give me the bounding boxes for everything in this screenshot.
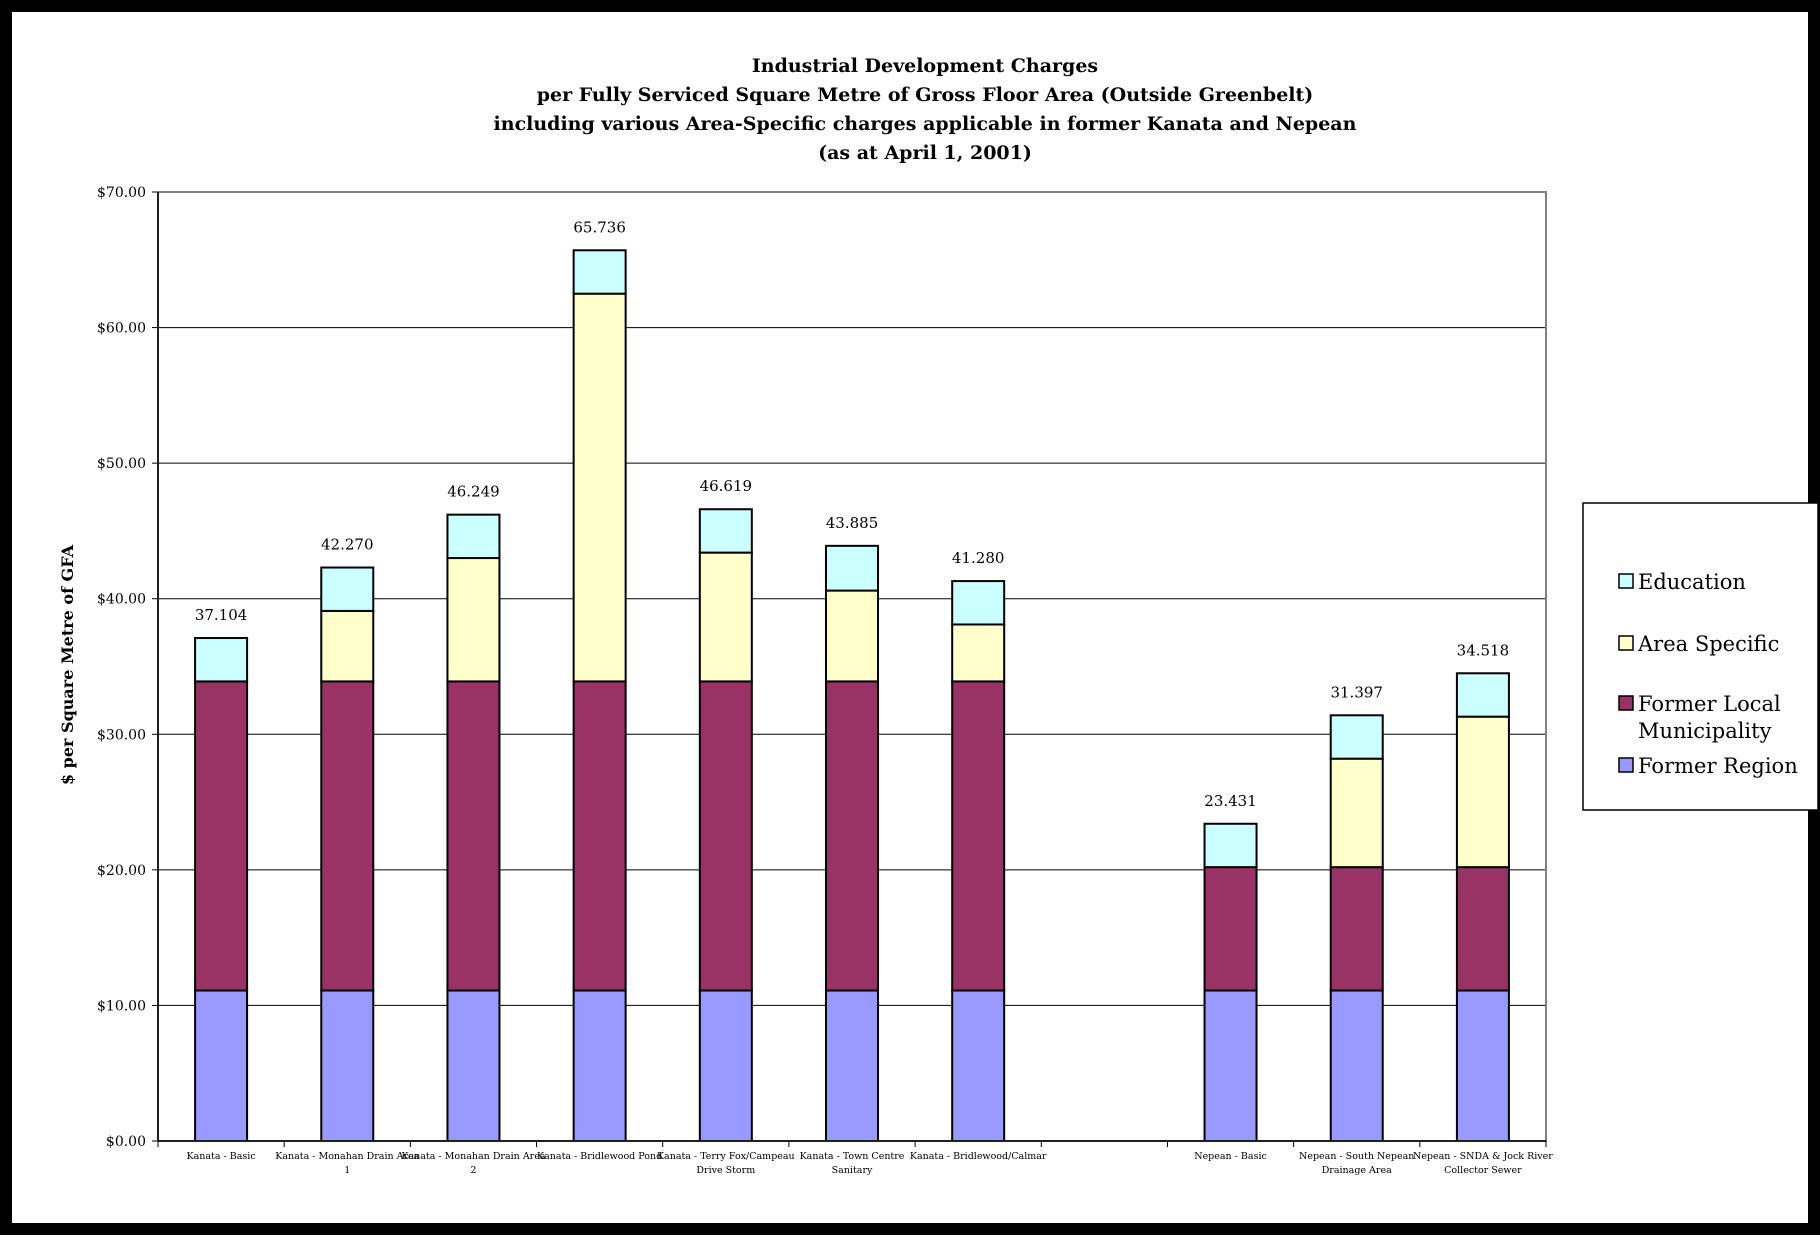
- x-category-label: Drive Storm: [696, 1165, 755, 1176]
- legend-label: Former Local: [1638, 692, 1781, 716]
- chart-title-line: including various Area-Specific charges …: [494, 113, 1357, 135]
- x-axis-category-labels: Kanata - Basic Kanata - Monahan Drain Are…: [187, 1151, 1554, 1176]
- bar-segment-former-local-municipality: [1329, 866, 1384, 992]
- chart-title-line: (as at April 1, 2001): [818, 142, 1032, 164]
- bar-total-label: 41.280: [952, 549, 1005, 567]
- x-category-label: Kanata - Monahan Drain Area: [401, 1151, 545, 1162]
- bar-segment-education: [698, 508, 753, 554]
- bar-segment-former-local-municipality: [446, 680, 501, 992]
- chart-title: Industrial Development Charges per Fully …: [494, 55, 1357, 164]
- x-category-label: Nepean - South Nepean: [1299, 1151, 1414, 1162]
- bar-segment-former-region: [1455, 989, 1510, 1142]
- bar-total-label: 37.104: [195, 606, 248, 624]
- bar-segment-education: [1203, 822, 1258, 869]
- bar-total-label: 42.270: [321, 536, 374, 554]
- bar-total-label: 43.885: [826, 514, 879, 532]
- bar-segment-former-local-municipality: [572, 680, 627, 992]
- bar-segment-area-specific: [572, 292, 627, 683]
- bar-total-label: 65.736: [573, 218, 626, 236]
- bar-segment-education: [194, 637, 249, 683]
- y-axis-ticks: $0.00 $10.00 $20.00 $30.00 $40.00 $50.00 $60.0…: [97, 185, 158, 1150]
- bar-segment-education: [1329, 714, 1384, 760]
- bar-segment-education: [320, 566, 375, 612]
- x-category-label: Kanata - Terry Fox/Campeau: [657, 1151, 795, 1162]
- legend-label: Area Specific: [1637, 632, 1779, 656]
- bar-segment-area-specific: [698, 551, 753, 683]
- stacked-bar-chart: Industrial Development Charges per Fully …: [58, 55, 1819, 1176]
- bar-segment-former-local-municipality: [698, 680, 753, 992]
- bar-segment-education: [951, 580, 1006, 626]
- x-category-label: 2: [470, 1165, 476, 1176]
- y-tick-label: $70.00: [97, 185, 146, 201]
- bar-segment-area-specific: [1455, 715, 1510, 869]
- bar-total-label: 46.619: [700, 477, 753, 495]
- legend-label: Former Region: [1638, 754, 1798, 778]
- bar-segment-former-local-municipality: [1203, 866, 1258, 992]
- bar-segment-area-specific: [1329, 757, 1384, 869]
- bar-segment-former-region: [320, 989, 375, 1142]
- x-category-label: Kanata - Town Centre: [800, 1151, 905, 1162]
- bar-segment-area-specific: [446, 557, 501, 683]
- bar-segment-former-local-municipality: [825, 680, 879, 992]
- y-tick-label: $50.00: [97, 456, 146, 472]
- x-category-label: 1: [344, 1165, 350, 1176]
- x-category-label: Nepean - Basic: [1194, 1151, 1267, 1162]
- y-axis-label: $ per Square Metre of GFA: [58, 544, 77, 785]
- x-category-label: Kanata - Bridlewood Pond: [537, 1151, 662, 1162]
- y-tick-label: $10.00: [97, 998, 146, 1014]
- bar-segment-former-region: [446, 989, 501, 1142]
- x-category-label: Nepean - SNDA & Jock River: [1413, 1151, 1553, 1162]
- bar-segment-former-local-municipality: [320, 680, 375, 992]
- x-category-label: Drainage Area: [1322, 1165, 1392, 1176]
- bar-segment-former-local-municipality: [951, 680, 1006, 992]
- bars: [194, 249, 1510, 1142]
- bar-segment-education: [1455, 672, 1510, 718]
- bar-segment-area-specific: [320, 609, 375, 683]
- bar-segment-former-region: [951, 989, 1006, 1142]
- legend-swatch: [1618, 573, 1634, 589]
- bar-total-label: 46.249: [447, 483, 500, 501]
- chart-title-line: Industrial Development Charges: [752, 55, 1098, 77]
- bar-segment-former-region: [1329, 989, 1384, 1142]
- y-tick-label: $30.00: [97, 727, 146, 743]
- chart-title-line: per Fully Serviced Square Metre of Gross…: [537, 84, 1314, 106]
- bar-total-label: 34.518: [1457, 641, 1510, 659]
- bar-total-label: 23.431: [1204, 792, 1257, 810]
- axes: [157, 191, 1547, 1147]
- x-category-label: Sanitary: [832, 1165, 873, 1176]
- y-tick-label: $40.00: [97, 592, 146, 608]
- bar-segment-former-region: [698, 989, 753, 1142]
- y-tick-label: $0.00: [106, 1134, 146, 1150]
- bar-segment-area-specific: [951, 623, 1006, 683]
- x-category-label: Kanata - Basic: [187, 1151, 256, 1162]
- bar-segment-education: [572, 249, 627, 295]
- bar-segment-education: [825, 544, 879, 592]
- y-tick-label: $20.00: [97, 863, 146, 879]
- bar-segment-former-region: [572, 989, 627, 1142]
- y-tick-label: $60.00: [97, 321, 146, 337]
- x-category-label: Collector Sewer: [1444, 1165, 1522, 1176]
- legend-label: Education: [1638, 570, 1746, 594]
- legend-swatch: [1618, 635, 1634, 651]
- bar-segment-former-region: [194, 989, 249, 1142]
- bar-total-label: 31.397: [1330, 683, 1383, 701]
- bar-segment-area-specific: [825, 589, 879, 683]
- bar-total-labels: 37.104 42.270 46.249 65.736 46.619 43.885 41.2…: [195, 218, 1509, 809]
- legend-label: Municipality: [1638, 719, 1772, 743]
- bar-segment-former-region: [825, 989, 879, 1142]
- bar-segment-former-region: [1203, 989, 1258, 1142]
- x-category-label: Kanata - Bridlewood/Calmar: [910, 1151, 1047, 1162]
- x-category-label: Kanata - Monahan Drain Area: [275, 1151, 419, 1162]
- legend: Education Area Specific Former Local Munici…: [1582, 502, 1819, 811]
- bar-segment-former-local-municipality: [1455, 866, 1510, 992]
- legend-swatch: [1618, 695, 1634, 711]
- bar-segment-education: [446, 513, 501, 560]
- legend-swatch: [1618, 757, 1634, 773]
- bar-segment-former-local-municipality: [194, 680, 249, 992]
